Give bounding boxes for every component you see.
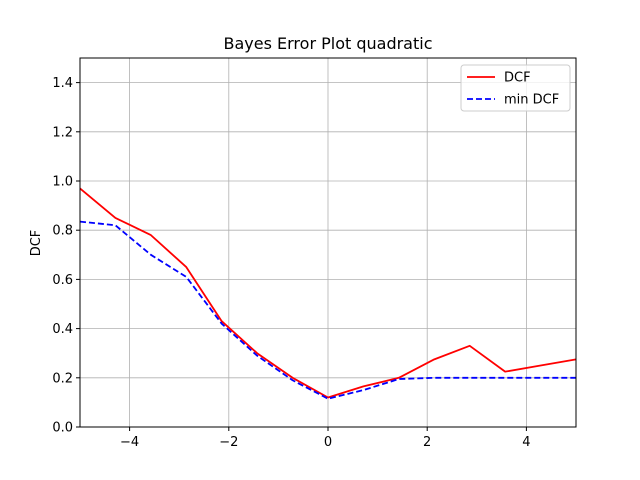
y-tick-label: 0.2 (52, 371, 73, 386)
series-line-min-dcf (79, 220, 576, 400)
grid-lines (80, 58, 576, 428)
y-tick-label: 1.0 (52, 175, 73, 190)
y-tick-label: 0.0 (52, 421, 73, 436)
y-tick-label: 0.8 (52, 224, 73, 239)
legend-label: DCF (504, 71, 531, 86)
legend-label: min DCF (504, 93, 559, 108)
y-tick-label: 0.6 (52, 273, 73, 288)
x-tick-label: −2 (219, 435, 238, 450)
series-line-dcf (79, 187, 577, 399)
x-tick-label: 4 (522, 435, 530, 450)
y-tick-label: 1.2 (52, 125, 73, 140)
x-tick-label: −4 (120, 435, 139, 450)
legend: DCF min DCF (460, 64, 571, 112)
axis-ticks: −4 −2 0 2 4 0.0 0.2 0.4 0.6 0.8 1.0 1.2 1.4 (52, 76, 530, 450)
chart-title: Bayes Error Plot quadratic (224, 34, 433, 53)
y-axis-label: DCF (29, 230, 44, 257)
series-lines (79, 187, 577, 400)
y-tick-label: 0.4 (52, 322, 73, 337)
y-tick-label: 1.4 (52, 76, 73, 91)
x-tick-label: 0 (324, 435, 332, 450)
x-tick-label: 2 (423, 435, 431, 450)
